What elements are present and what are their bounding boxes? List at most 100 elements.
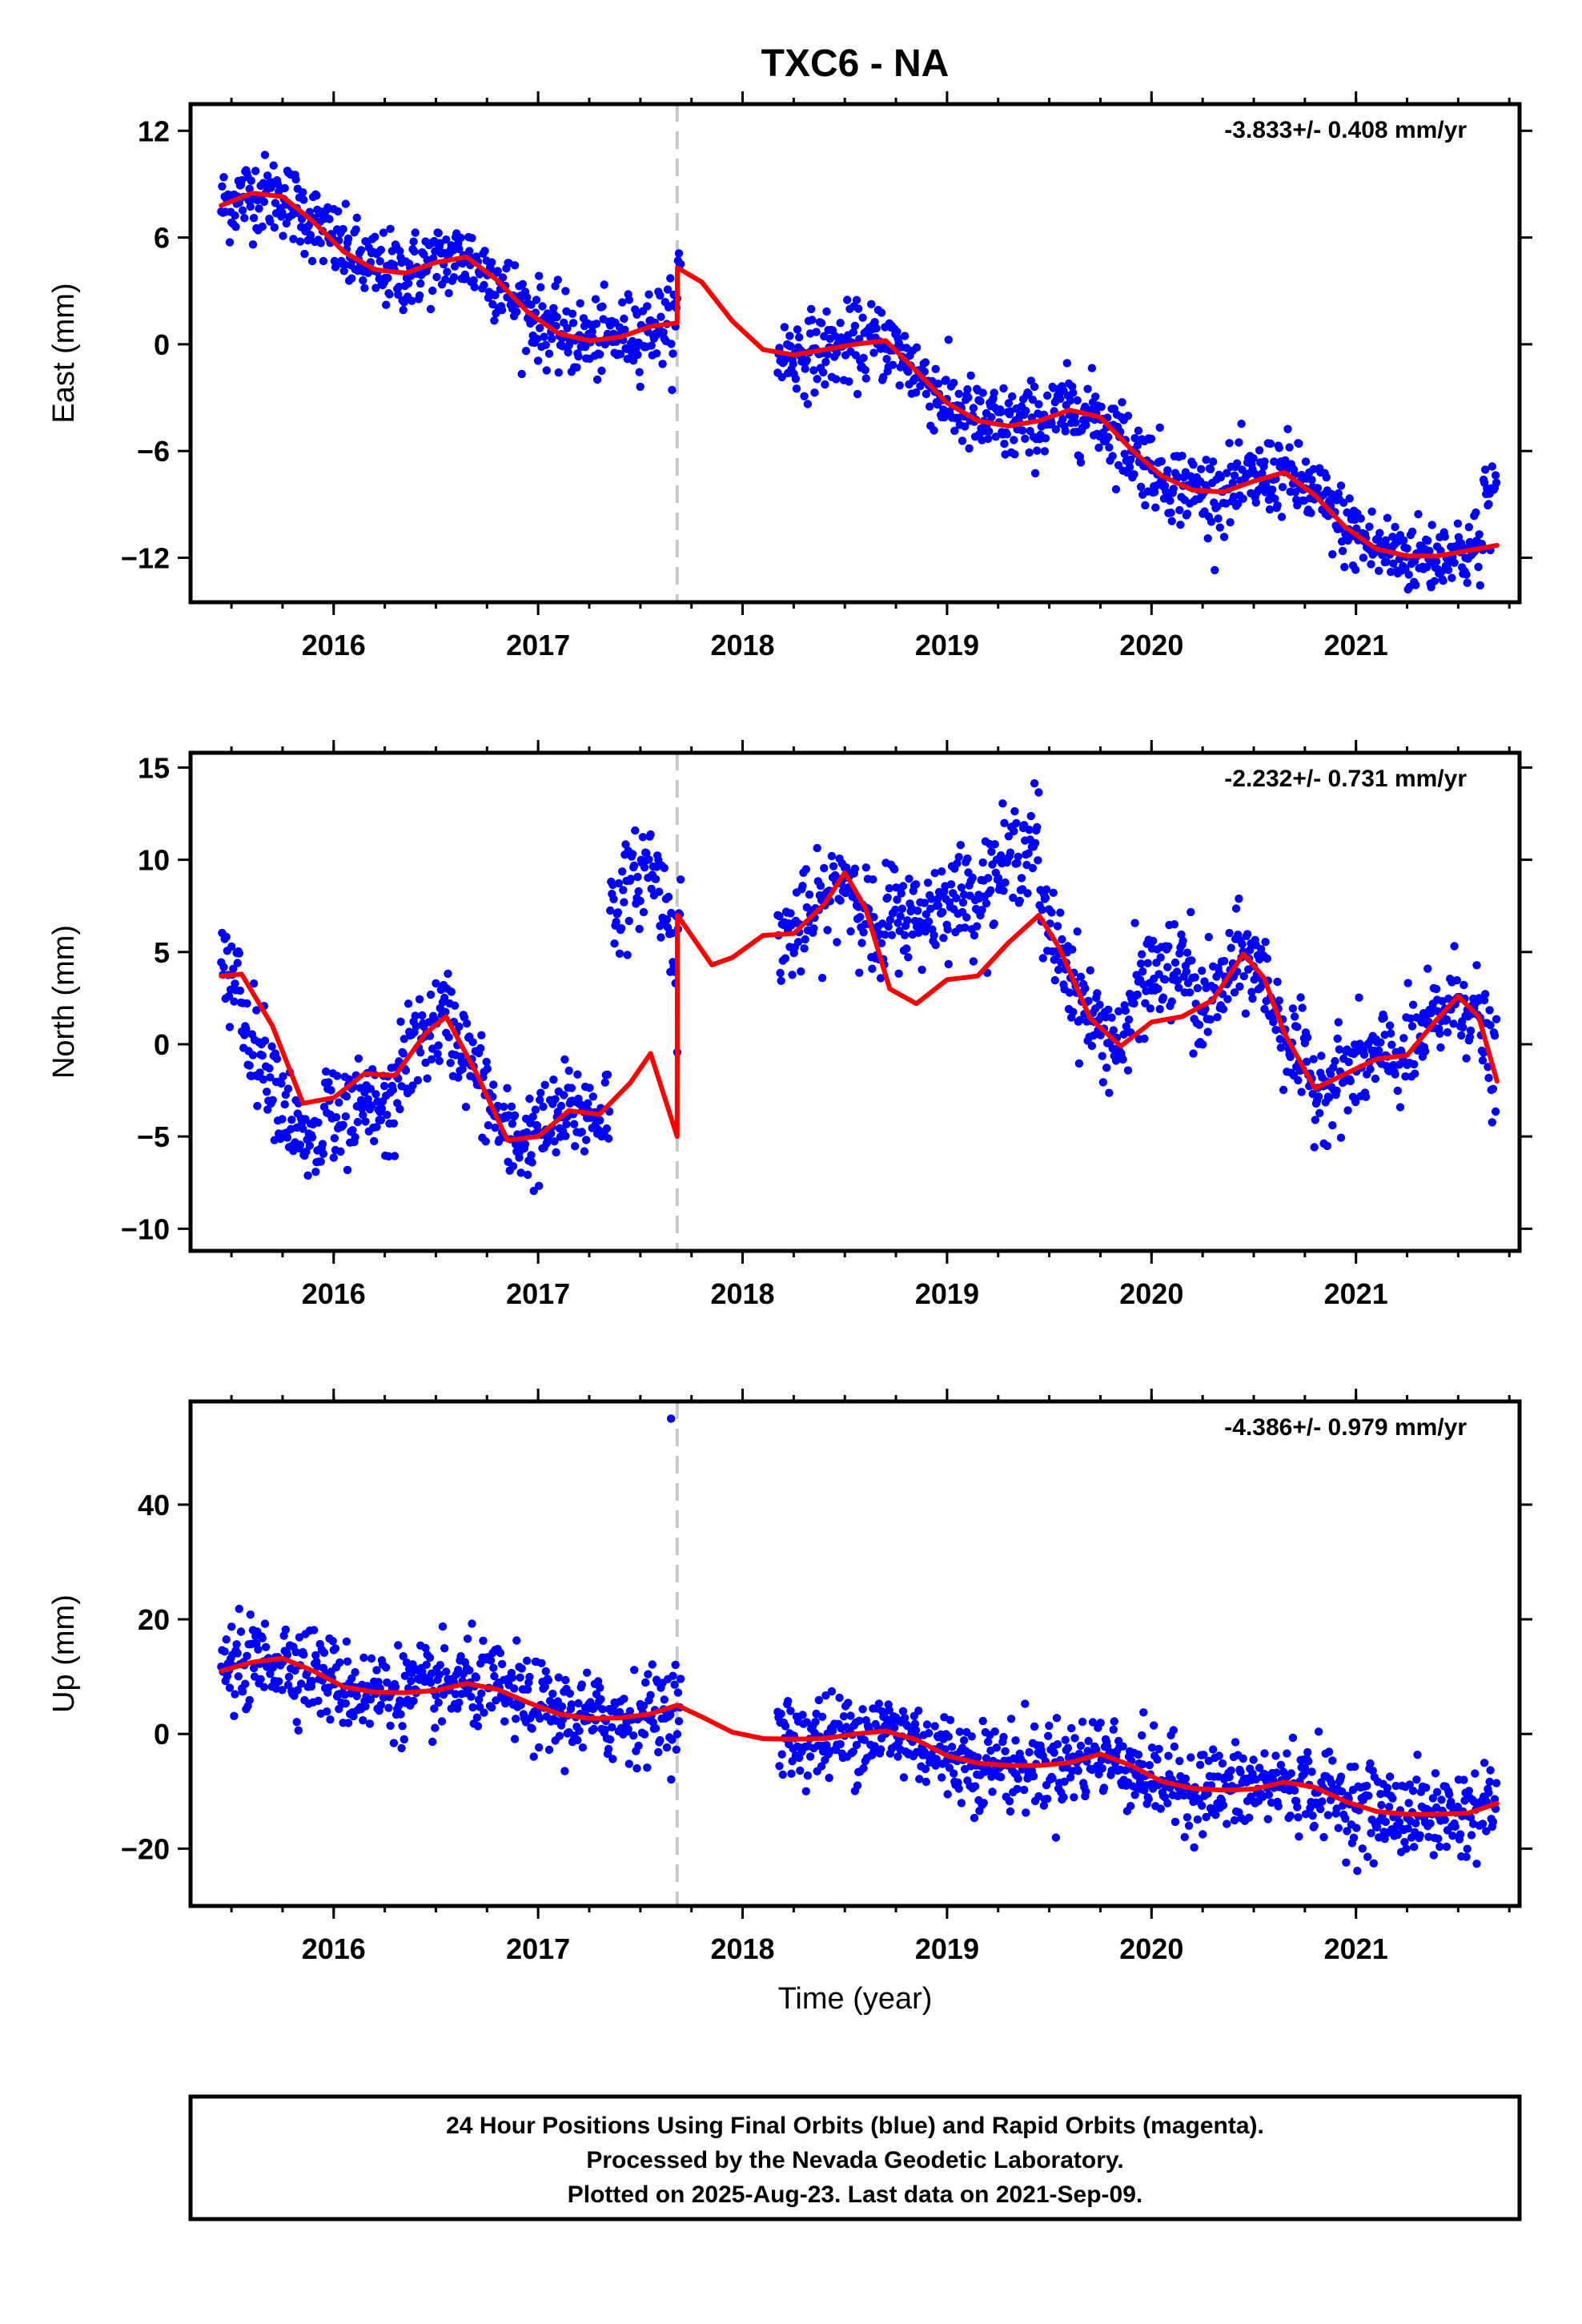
east-observation-point bbox=[597, 366, 606, 376]
east-observation-point bbox=[1484, 500, 1493, 509]
north-observation-point bbox=[1435, 1029, 1444, 1038]
up-observation-point bbox=[1202, 1812, 1211, 1822]
north-observation-point bbox=[427, 1055, 436, 1064]
up-observation-point bbox=[1337, 1787, 1347, 1796]
up-observation-point bbox=[577, 1680, 586, 1689]
east-y-tick-label: 6 bbox=[154, 222, 170, 255]
up-observation-point bbox=[835, 1693, 844, 1703]
up-observation-point bbox=[565, 1689, 574, 1698]
east-observation-point bbox=[1414, 509, 1423, 519]
east-observation-point bbox=[527, 300, 536, 309]
up-observation-point bbox=[1239, 1754, 1247, 1763]
east-observation-point bbox=[1097, 402, 1106, 412]
up-observation-point bbox=[1358, 1844, 1367, 1853]
east-observation-point bbox=[934, 380, 943, 388]
up-observation-point bbox=[921, 1777, 931, 1787]
up-observation-point bbox=[643, 1763, 652, 1772]
north-observation-point bbox=[1395, 1103, 1405, 1112]
east-observation-point bbox=[963, 385, 972, 394]
north-observation-point bbox=[1241, 1009, 1251, 1018]
north-observation-point bbox=[561, 1132, 570, 1140]
east-observation-point bbox=[803, 400, 813, 408]
east-observation-point bbox=[1285, 443, 1294, 452]
caption-line-3: Plotted on 2025-Aug-23. Last data on 202… bbox=[568, 2181, 1143, 2208]
east-observation-point bbox=[426, 304, 436, 314]
north-observation-point bbox=[508, 1162, 518, 1171]
north-observation-point bbox=[1118, 1055, 1127, 1064]
east-observation-point bbox=[1249, 454, 1258, 463]
east-observation-point bbox=[352, 213, 361, 223]
east-observation-point bbox=[1126, 455, 1135, 464]
north-observation-point bbox=[353, 1117, 363, 1127]
up-observation-point bbox=[391, 1683, 400, 1691]
east-observation-point bbox=[1030, 382, 1039, 392]
east-observation-point bbox=[1235, 438, 1243, 447]
east-x-tick-label: 2017 bbox=[506, 629, 570, 661]
east-observation-point bbox=[1307, 476, 1316, 485]
north-observation-point bbox=[885, 884, 894, 893]
north-observation-point bbox=[432, 979, 440, 988]
east-observation-point bbox=[1278, 483, 1287, 492]
north-observation-point bbox=[1141, 999, 1150, 1008]
north-observation-point bbox=[1009, 893, 1018, 903]
east-observation-point bbox=[1365, 522, 1374, 531]
east-x-tick-label: 2018 bbox=[710, 629, 774, 661]
east-observation-point bbox=[643, 302, 652, 311]
east-observation-point bbox=[591, 295, 600, 304]
north-observation-point bbox=[287, 1116, 296, 1124]
up-observation-point bbox=[376, 1700, 385, 1710]
up-observation-point bbox=[555, 1731, 564, 1740]
up-observation-point bbox=[1061, 1735, 1070, 1744]
north-observation-point bbox=[1238, 939, 1247, 949]
up-observation-point bbox=[1429, 1851, 1439, 1860]
east-observation-point bbox=[218, 182, 227, 191]
up-observation-point bbox=[468, 1703, 477, 1712]
up-observation-point bbox=[545, 1696, 555, 1706]
up-observation-point bbox=[480, 1708, 488, 1717]
east-observation-point bbox=[1018, 426, 1027, 435]
north-observation-point bbox=[1449, 1019, 1458, 1028]
up-observation-point bbox=[669, 1671, 677, 1680]
north-observation-point bbox=[651, 875, 661, 883]
north-observation-point bbox=[885, 915, 895, 924]
north-observation-point bbox=[897, 904, 907, 913]
up-observation-point bbox=[1211, 1811, 1220, 1819]
up-observation-point bbox=[1230, 1815, 1239, 1825]
north-panel: 2016 2017 2018 2019 2020 2021 −10 −5 0 5 10 15 North… bbox=[47, 740, 1532, 1310]
north-observation-point bbox=[893, 895, 901, 904]
north-observation-point bbox=[978, 906, 986, 915]
east-observation-point bbox=[652, 349, 661, 358]
up-observation-point bbox=[359, 1716, 367, 1725]
up-x-tick-label: 2021 bbox=[1324, 1932, 1388, 1965]
north-observation-point bbox=[468, 1038, 477, 1047]
up-observation-point bbox=[1184, 1821, 1194, 1830]
north-observation-point bbox=[1086, 966, 1095, 975]
east-observation-point bbox=[990, 388, 998, 397]
up-observation-point bbox=[1195, 1760, 1205, 1769]
up-observation-point bbox=[876, 1745, 885, 1754]
up-observation-point bbox=[1295, 1832, 1303, 1841]
north-observation-point bbox=[363, 1095, 372, 1104]
north-observation-point bbox=[413, 1076, 423, 1085]
east-observation-point bbox=[809, 366, 818, 375]
north-observation-point bbox=[647, 884, 656, 894]
up-observation-point bbox=[1492, 1779, 1501, 1787]
north-observation-point bbox=[623, 951, 632, 959]
north-observation-point bbox=[528, 1158, 536, 1167]
north-observation-point bbox=[1049, 888, 1058, 898]
north-observation-point bbox=[1186, 907, 1195, 917]
north-plot-area bbox=[217, 753, 1501, 1251]
north-observation-point bbox=[536, 1096, 544, 1104]
east-observation-point bbox=[877, 308, 886, 317]
north-observation-point bbox=[603, 1070, 612, 1080]
north-observation-point bbox=[640, 863, 649, 872]
north-observation-point bbox=[1298, 1003, 1307, 1012]
up-observation-point bbox=[1290, 1786, 1299, 1795]
east-observation-point bbox=[1155, 423, 1164, 432]
east-y-tick-label: −12 bbox=[121, 541, 170, 574]
east-observation-point bbox=[1338, 546, 1347, 556]
east-observation-point bbox=[1266, 439, 1275, 448]
north-observation-point bbox=[267, 1042, 276, 1051]
east-observation-point bbox=[916, 382, 925, 391]
north-observation-point bbox=[655, 887, 664, 896]
